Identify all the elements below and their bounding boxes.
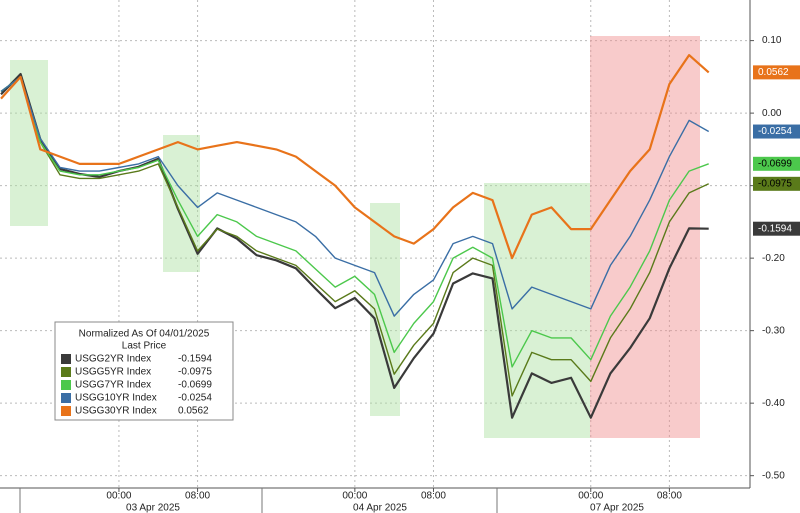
value-tag-label: 0.0562 <box>758 67 789 78</box>
y-tick-label: -0.30 <box>762 325 785 336</box>
legend-swatch <box>61 367 71 377</box>
legend: Normalized As Of 04/01/2025 Last Price U… <box>54 321 234 421</box>
value-tag-label: -0.1594 <box>758 223 792 234</box>
y-tick-label: -0.20 <box>762 253 785 264</box>
value-tag <box>753 176 800 191</box>
series-line <box>0 76 709 397</box>
value-tag <box>753 156 800 171</box>
legend-value: -0.0975 <box>178 367 212 378</box>
legend-value: 0.0562 <box>178 406 209 417</box>
legend-name: USGG5YR Index <box>75 367 151 378</box>
legend-value: -0.0254 <box>178 393 212 404</box>
value-tag <box>753 65 800 80</box>
x-tick-label: 08:00 <box>421 491 446 502</box>
legend-subtitle: Last Price <box>122 341 167 352</box>
highlight <box>590 36 700 438</box>
y-tick-label: -0.40 <box>762 398 785 409</box>
legend-value: -0.1594 <box>178 354 212 365</box>
legend-name: USGG30YR Index <box>75 406 157 417</box>
legend-box <box>54 321 234 421</box>
x-tick-label: 00:00 <box>106 491 131 502</box>
y-tick-label: 0.00 <box>762 108 782 119</box>
legend-name: USGG10YR Index <box>75 393 157 404</box>
legend-name: USGG7YR Index <box>75 380 151 391</box>
x-tick-label: 00:00 <box>342 491 367 502</box>
legend-swatch <box>61 354 71 364</box>
legend-swatch <box>61 393 71 403</box>
legend-title: Normalized As Of 04/01/2025 <box>79 329 210 340</box>
legend-swatch <box>61 380 71 390</box>
value-tag-label: -0.0254 <box>758 126 792 137</box>
x-tick-label: 08:00 <box>185 491 210 502</box>
axis-labels: 0.100.00-0.10-0.20-0.30-0.40-0.5000:0008… <box>106 35 800 513</box>
date-label: 03 Apr 2025 <box>126 503 180 513</box>
date-label: 04 Apr 2025 <box>353 503 407 513</box>
value-tag-label: -0.0699 <box>758 158 792 169</box>
series-line <box>0 76 710 317</box>
x-tick-label: 00:00 <box>578 491 603 502</box>
legend-name: USGG2YR Index <box>75 354 151 365</box>
y-tick-label: 0.10 <box>762 35 782 46</box>
series-line <box>0 76 709 368</box>
value-tag <box>753 221 800 236</box>
legend-swatch <box>61 406 71 416</box>
x-tick-label: 08:00 <box>657 491 682 502</box>
legend-value: -0.0699 <box>178 380 212 391</box>
date-label: 07 Apr 2025 <box>590 503 644 513</box>
series-line <box>0 54 710 260</box>
value-tag <box>753 124 800 139</box>
value-tag-label: -0.0975 <box>758 178 792 189</box>
y-tick-label: -0.50 <box>762 470 785 481</box>
lines <box>0 54 710 419</box>
